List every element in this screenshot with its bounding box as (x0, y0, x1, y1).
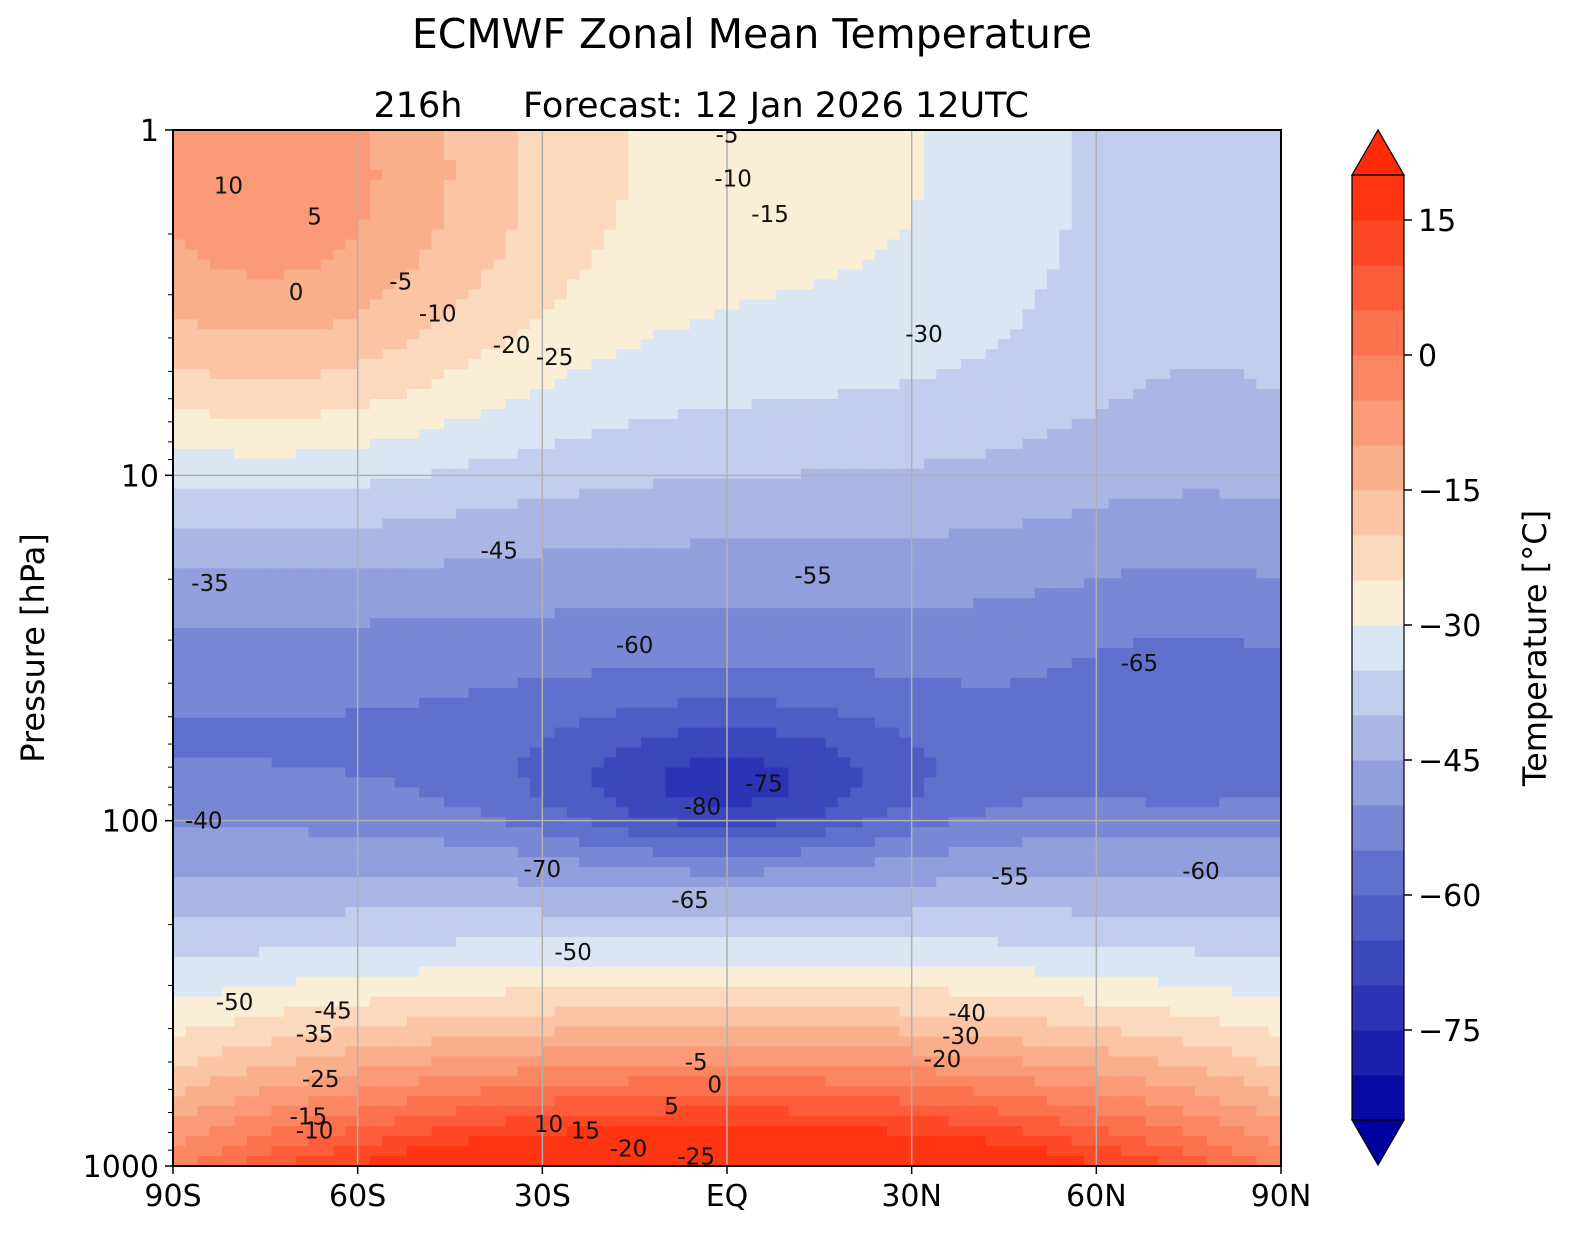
contour-label: -40 (185, 809, 223, 835)
contour-label: -40 (948, 1001, 986, 1027)
contour-label: -5 (716, 122, 739, 148)
colorbar-band (1352, 940, 1404, 986)
y-axis: 1 10 100 1000 (83, 114, 173, 1185)
contour-label: -60 (1182, 859, 1220, 885)
contour-label: -15 (751, 202, 789, 228)
colorbar-band (1352, 175, 1404, 221)
y-axis-label: Pressure [hPa] (14, 533, 52, 763)
contour-label: -25 (677, 1145, 715, 1171)
contour-label: -20 (493, 333, 531, 359)
x-tick-label: 60S (329, 1179, 386, 1214)
contour-label: -55 (794, 563, 832, 589)
colorbar-band (1352, 445, 1404, 491)
y-tick-label: 1 (140, 114, 159, 149)
contour-label: 5 (307, 204, 322, 230)
contour-label: -5 (685, 1050, 708, 1076)
x-tick-label: 90S (144, 1179, 201, 1214)
x-tick-label: 30N (881, 1179, 942, 1214)
contour-label: -35 (191, 571, 229, 597)
colorbar-band (1352, 985, 1404, 1031)
contour-label: -10 (296, 1119, 334, 1145)
colorbar-tick-label: 0 (1418, 339, 1437, 374)
x-axis: 90S 60S 30S EQ 30N 60N 90N (144, 1166, 1311, 1214)
colorbar-extend-max (1350, 128, 1406, 176)
colorbar-band (1352, 535, 1404, 581)
contour-label: 0 (707, 1072, 722, 1098)
colorbar-band (1352, 805, 1404, 851)
contour-label: 10 (534, 1112, 563, 1138)
contour-label: -80 (684, 795, 722, 821)
colorbar-band (1352, 850, 1404, 896)
y-tick-label: 10 (121, 459, 159, 494)
colorbar-band (1352, 625, 1404, 671)
colorbar-band (1352, 265, 1404, 311)
colorbar-extend-min (1350, 1119, 1406, 1167)
contour-label: -25 (302, 1067, 340, 1093)
colorbar-tick-label: 15 (1418, 204, 1456, 239)
colorbar-band (1352, 715, 1404, 761)
colorbar-band (1352, 220, 1404, 266)
chart-title: ECMWF Zonal Mean Temperature (412, 10, 1092, 58)
contour-label: -20 (610, 1137, 648, 1163)
x-tick-label: EQ (706, 1179, 749, 1214)
chart-subtitle: Forecast: 12 Jan 2026 12UTC (523, 86, 1029, 126)
temperature-field (173, 130, 1281, 1166)
chart-subtitle-lead: 216h (374, 86, 463, 126)
colorbar-frame (1351, 174, 1405, 1121)
contour-label: -20 (924, 1047, 962, 1073)
colorbar-band (1352, 490, 1404, 536)
colorbar-tick-label: −30 (1418, 609, 1481, 644)
contour-label: -50 (554, 940, 592, 966)
contour-label: -65 (1121, 651, 1159, 677)
contour-label: -35 (296, 1022, 334, 1048)
colorbar-band (1352, 310, 1404, 356)
contour-label: -45 (314, 999, 352, 1025)
y-tick-label: 100 (102, 805, 159, 840)
contour-label: -30 (942, 1024, 980, 1050)
contour-label: -25 (536, 345, 574, 371)
colorbar-band (1352, 1030, 1404, 1076)
contour-label: -10 (714, 166, 752, 192)
colorbar-band (1352, 1075, 1404, 1121)
colorbar-tick-label: −15 (1418, 474, 1481, 509)
contour-label: -5 (389, 270, 412, 296)
contour-label: -65 (671, 888, 709, 914)
colorbar-band (1352, 760, 1404, 806)
colorbar-band (1352, 895, 1404, 941)
contour-label: -10 (419, 302, 457, 328)
contour-label: -75 (745, 771, 783, 797)
contour-label: 10 (214, 174, 243, 200)
contour-label: -55 (991, 864, 1029, 890)
contour-label: 15 (571, 1119, 600, 1145)
contour-label: 0 (289, 280, 304, 306)
contour-label: -60 (616, 633, 654, 659)
contour-label: -45 (480, 538, 518, 564)
colorbar-tick-label: −75 (1418, 1014, 1481, 1049)
colorbar: 15 0 −15 −30 −45 −60 −75 (1350, 128, 1481, 1167)
colorbar-label: Temperature [°C] (1516, 510, 1554, 787)
colorbar-band (1352, 670, 1404, 716)
colorbar-band (1352, 580, 1404, 626)
contour-label: -50 (216, 990, 254, 1016)
contour-label: 5 (664, 1094, 679, 1120)
colorbar-band (1352, 400, 1404, 446)
colorbar-tick-label: −45 (1418, 744, 1481, 779)
x-tick-label: 30S (514, 1179, 571, 1214)
contour-label: -30 (905, 322, 943, 348)
x-tick-label: 60N (1066, 1179, 1127, 1214)
contour-label: -70 (524, 857, 562, 883)
x-tick-label: 90N (1251, 1179, 1312, 1214)
y-tick-label: 1000 (83, 1150, 159, 1185)
colorbar-band (1352, 355, 1404, 401)
contour-label: -15 (290, 1105, 328, 1131)
colorbar-tick-label: −60 (1418, 879, 1481, 914)
